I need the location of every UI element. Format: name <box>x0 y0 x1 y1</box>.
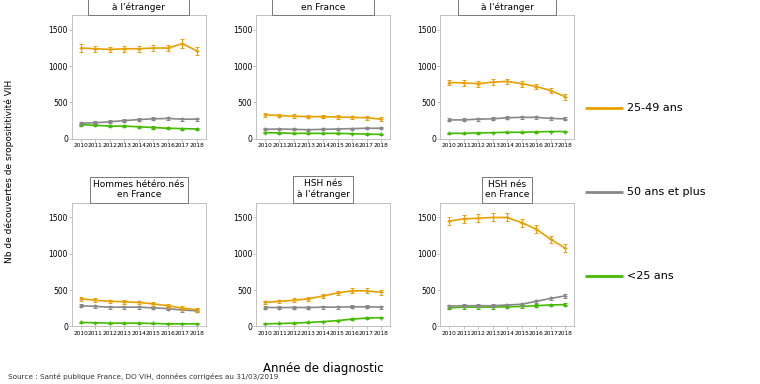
Text: 50 ans et plus: 50 ans et plus <box>627 187 705 197</box>
Title: HSH nés
en France: HSH nés en France <box>485 180 529 199</box>
Title: Hommes hétéro.nés
à l'étranger: Hommes hétéro.nés à l'étranger <box>461 0 553 12</box>
Title: Femmes hétéro.nées
en France: Femmes hétéro.nées en France <box>276 0 370 12</box>
Text: 25-49 ans: 25-49 ans <box>627 103 682 113</box>
Text: Source : Santé publique France, DO VIH, données corrigées au 31/03/2019: Source : Santé publique France, DO VIH, … <box>8 373 278 380</box>
Title: HSH nés
à l'étranger: HSH nés à l'étranger <box>296 179 350 199</box>
Title: Femmes hétéro.nées
à l'étranger: Femmes hétéro.nées à l'étranger <box>91 0 186 12</box>
Text: <25 ans: <25 ans <box>627 271 673 281</box>
Title: Hommes hétéro.nés
en France: Hommes hétéro.nés en France <box>93 180 185 199</box>
Text: Année de diagnostic: Année de diagnostic <box>263 362 383 375</box>
Text: Nb de découvertes de sroposititivité VIH: Nb de découvertes de sroposititivité VIH <box>5 79 14 263</box>
